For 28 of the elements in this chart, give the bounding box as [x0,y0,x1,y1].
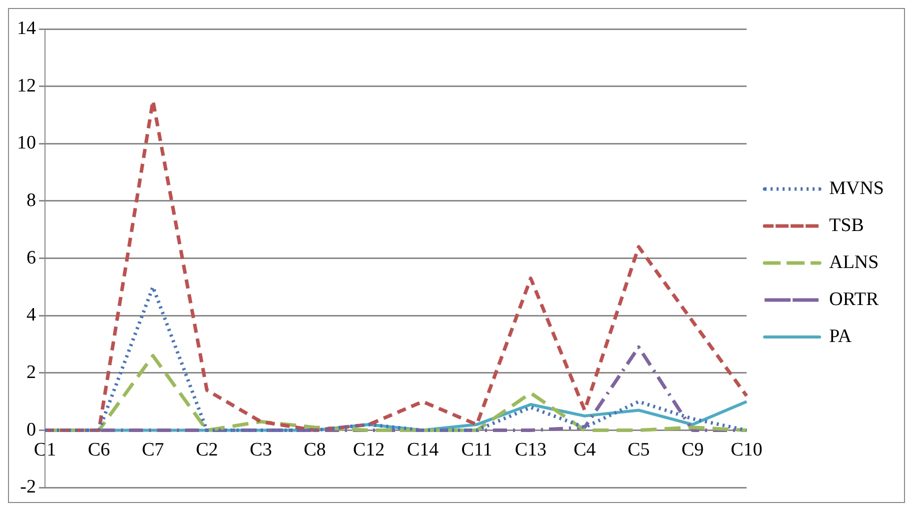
y-tick-label: 4 [26,304,36,326]
x-tick-label: C9 [682,440,704,461]
x-tick-label: C4 [574,440,596,461]
x-tick-label: C10 [730,440,762,461]
x-tick-label: C8 [304,440,326,461]
y-tick-label: 10 [17,132,36,154]
x-tick-label: C6 [88,440,110,461]
legend-label: ORTR [829,288,879,310]
x-tick-label: C2 [196,440,218,461]
legend-label: TSB [829,214,864,236]
y-tick-label: 6 [26,247,36,268]
x-tick-label: C13 [514,440,547,461]
line-series [43,285,748,432]
legend-label: PA [829,326,852,347]
x-tick-label: C7 [142,440,164,461]
x-tick-label: C11 [461,440,492,461]
legend-label: MVNS [829,178,884,199]
legend-label: ALNS [829,252,879,273]
x-tick-label: C5 [628,440,650,461]
y-tick-label: 12 [17,75,36,96]
y-tick-label: 0 [26,419,36,440]
x-tick-label: C14 [406,440,440,461]
x-tick-label: C3 [250,440,272,461]
y-tick-label: 8 [26,190,36,211]
y-tick-label: -2 [20,476,36,498]
y-tick-label: 14 [17,18,36,39]
x-tick-label: C12 [352,440,385,461]
y-tick-label: 2 [26,362,36,383]
